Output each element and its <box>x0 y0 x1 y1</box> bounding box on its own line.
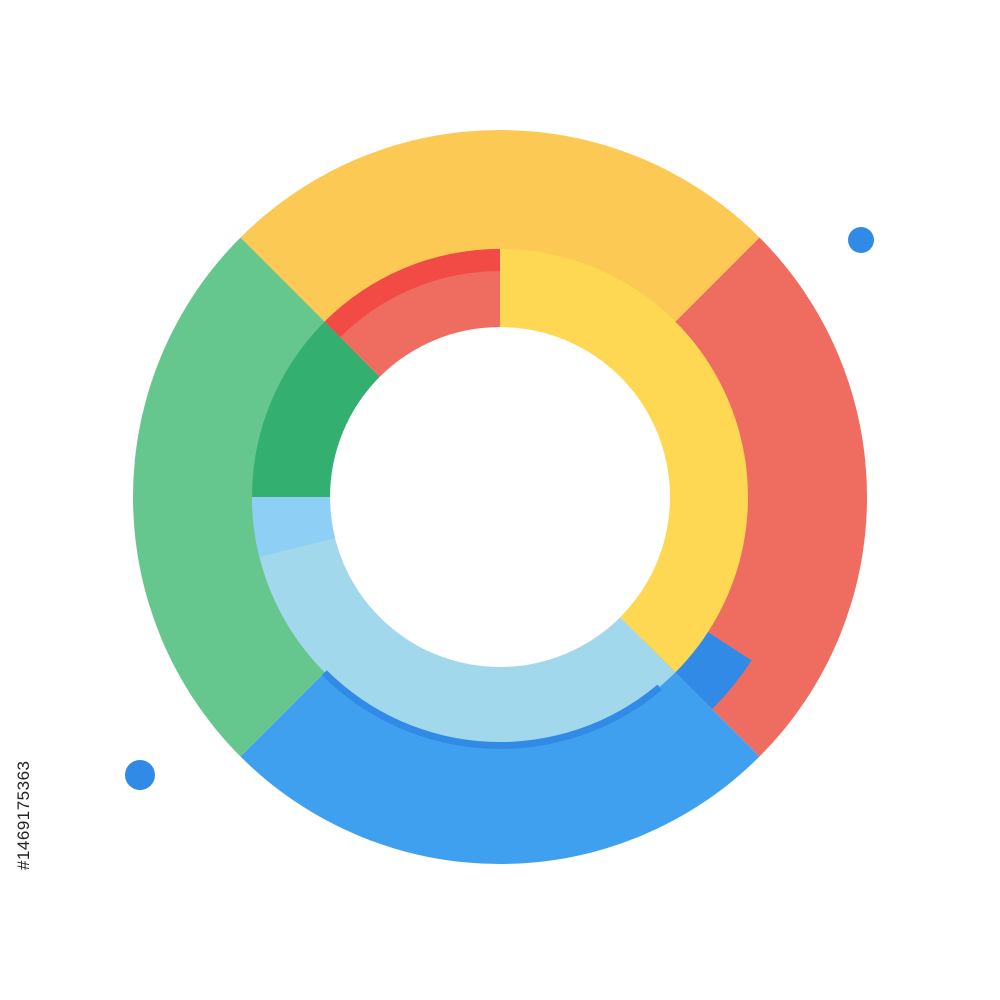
inner-segment-highlight <box>324 249 500 338</box>
accent-dot <box>848 227 874 253</box>
inner-segment-highlight <box>252 497 336 557</box>
accent-dot <box>125 760 155 790</box>
inner-segment-shadow <box>321 670 662 749</box>
inner-ring <box>252 249 748 749</box>
inner-segment-green <box>252 321 380 497</box>
inner-segment-lightblue <box>252 497 676 745</box>
outer-ring <box>133 130 867 864</box>
inner-segment-yellow <box>500 249 748 673</box>
inner-segment-red <box>324 249 500 377</box>
stock-id-label: #1469175363 <box>14 760 33 870</box>
